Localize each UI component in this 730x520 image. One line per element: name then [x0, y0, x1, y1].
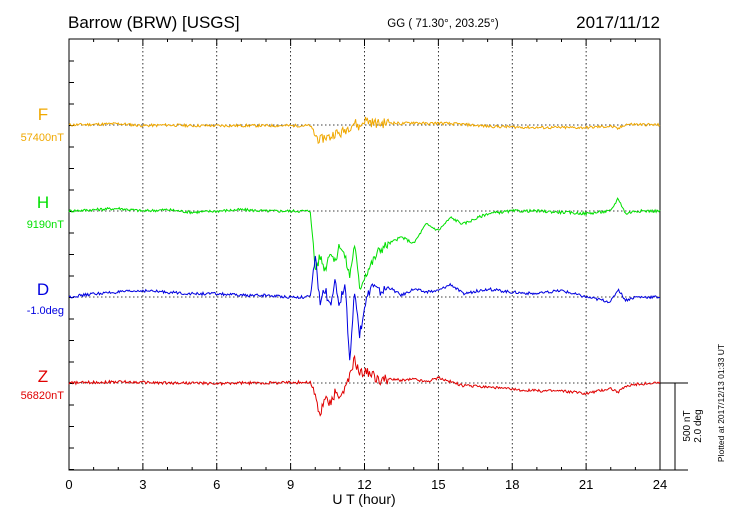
x-tick-label: 9: [287, 477, 294, 492]
station-coordinates: GG ( 71.30°, 203.25°): [387, 18, 499, 30]
station-title: Barrow (BRW) [USGS]: [68, 13, 240, 32]
plot-date: 2017/11/12: [576, 13, 660, 32]
x-tick-label: 24: [653, 477, 667, 492]
axis-ticks: 0 3 6 9 12 15 18 21 24: [65, 39, 667, 492]
series-baseline-value-d: -1.0deg: [27, 305, 64, 317]
x-tick-label: 3: [139, 477, 146, 492]
series-labels: F 57400nT H 9190nT D -1.0deg Z 56820nT: [21, 105, 65, 402]
scale-bar: 500 nT 2.0 deg: [660, 382, 704, 471]
series-baseline-value-f: 57400nT: [21, 132, 65, 144]
series-traces: [68, 116, 661, 417]
grid: [142, 39, 587, 470]
x-tick-label: 18: [505, 477, 519, 492]
x-tick-label: 6: [213, 477, 220, 492]
x-axis-title: U T (hour): [332, 491, 395, 507]
series-baseline-value-h: 9190nT: [27, 219, 65, 231]
scale-bar-nt: 500 nT: [682, 410, 693, 441]
series-name-f: F: [38, 105, 48, 124]
series-name-h: H: [37, 193, 49, 212]
series-line-d: [68, 255, 660, 361]
x-tick-label: 12: [357, 477, 371, 492]
x-tick-label: 15: [431, 477, 445, 492]
baselines: [69, 124, 660, 384]
series-name-d: D: [37, 280, 49, 299]
x-tick-label: 0: [65, 477, 72, 492]
series-line-f: [68, 116, 661, 145]
series-line-z: [68, 354, 661, 417]
series-line-h: [68, 197, 661, 290]
series-name-z: Z: [38, 367, 48, 386]
series-baseline-value-z: 56820nT: [21, 390, 65, 402]
scale-bar-deg: 2.0 deg: [693, 409, 704, 442]
x-tick-label: 21: [579, 477, 593, 492]
plotted-at-note: Plotted at 2017/12/13 01:33 UT: [716, 344, 726, 462]
